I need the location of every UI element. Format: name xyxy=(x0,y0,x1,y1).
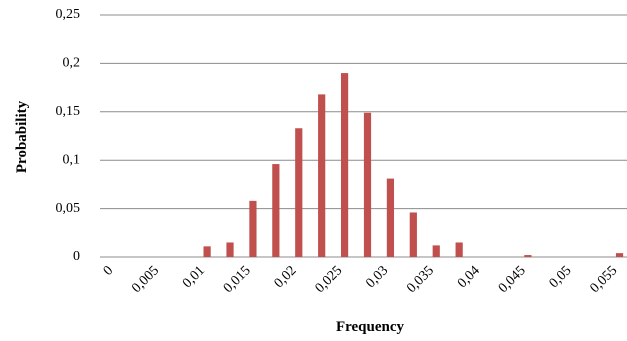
y-tick-label: 0,05 xyxy=(56,201,81,216)
x-tick-label: 0,005 xyxy=(129,263,162,296)
bar xyxy=(432,245,440,257)
bar xyxy=(386,178,395,257)
bar xyxy=(203,246,211,257)
bar xyxy=(249,200,257,257)
x-tick-label: 0,055 xyxy=(587,263,620,296)
y-axis-label: Probability xyxy=(14,100,30,173)
y-tick-label: 0 xyxy=(73,249,80,264)
bar xyxy=(272,164,280,257)
bar xyxy=(524,255,532,257)
x-tick-label: 0,01 xyxy=(180,263,208,291)
bar xyxy=(295,128,303,257)
bar xyxy=(409,212,417,257)
y-tick-label: 0,2 xyxy=(63,56,81,71)
x-tick-label: 0,045 xyxy=(496,263,529,296)
x-tick-label: 0,03 xyxy=(363,263,391,291)
x-tick-label: 0,05 xyxy=(547,263,575,291)
x-tick-label: 0,015 xyxy=(221,263,254,296)
x-tick-label: 0,02 xyxy=(272,263,300,291)
x-tick-label: 0 xyxy=(101,263,117,279)
bar xyxy=(226,242,234,257)
x-tick-label: 0,035 xyxy=(404,263,437,296)
bar xyxy=(340,73,349,257)
x-tick-label: 0,04 xyxy=(455,263,483,291)
x-axis-label: Frequency xyxy=(336,319,405,335)
bar xyxy=(318,94,326,257)
bar xyxy=(363,112,372,257)
y-tick-label: 0,1 xyxy=(63,152,81,167)
y-tick-label: 0,25 xyxy=(56,7,81,22)
x-tick-label: 0,025 xyxy=(313,263,346,296)
bar xyxy=(455,242,463,257)
bar xyxy=(615,253,624,257)
y-tick-label: 0,15 xyxy=(56,104,81,119)
